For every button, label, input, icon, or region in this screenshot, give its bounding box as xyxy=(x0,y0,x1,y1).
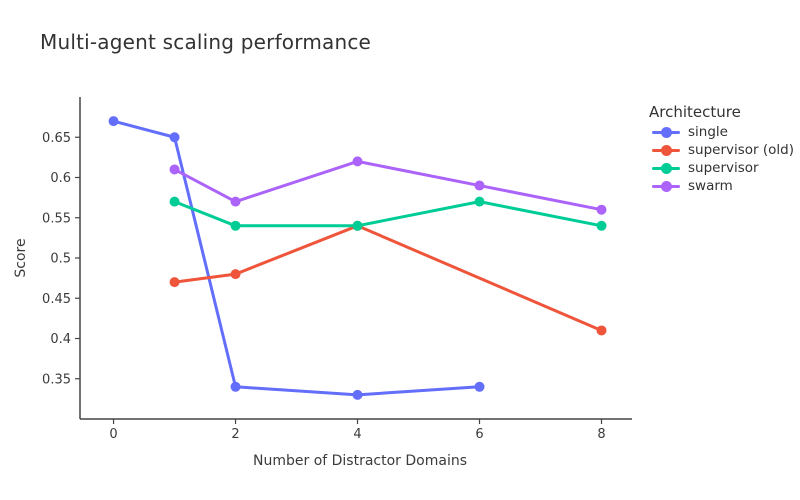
legend-item-supervisor-old-[interactable]: supervisor (old) xyxy=(652,141,794,159)
series-line-supervisor-old- xyxy=(173,224,604,332)
data-point[interactable] xyxy=(352,156,363,167)
data-point[interactable] xyxy=(169,164,180,175)
legend-item-label: supervisor (old) xyxy=(688,142,795,158)
y-tick-label: 0.35 xyxy=(42,372,71,387)
legend-dot-icon xyxy=(661,127,672,138)
legend-items: single supervisor (old) supervisor swarm xyxy=(649,123,794,195)
x-tick-label: 2 xyxy=(231,427,239,442)
data-point[interactable] xyxy=(230,220,241,231)
legend-item-label: single xyxy=(688,124,728,140)
data-point[interactable] xyxy=(169,277,180,288)
data-point[interactable] xyxy=(169,132,180,143)
data-point[interactable] xyxy=(352,389,363,400)
legend: Architecture single supervisor (old) super… xyxy=(649,103,794,195)
legend-swatch-icon xyxy=(652,144,680,156)
legend-title: Architecture xyxy=(649,103,741,121)
legend-item-label: supervisor xyxy=(688,160,759,176)
data-point[interactable] xyxy=(474,381,485,392)
legend-swatch-icon xyxy=(652,126,680,138)
y-tick-label: 0.45 xyxy=(42,292,71,307)
x-tick-label: 4 xyxy=(353,427,361,442)
legend-item-label: swarm xyxy=(688,178,733,194)
chart-title: Multi-agent scaling performance xyxy=(40,30,372,54)
data-point[interactable] xyxy=(596,325,607,336)
y-tick-label: 0.55 xyxy=(42,211,71,226)
data-point[interactable] xyxy=(169,196,180,207)
legend-dot-icon xyxy=(661,145,672,156)
legend-dot-icon xyxy=(661,181,672,192)
legend-dot-icon xyxy=(661,163,672,174)
legend-swatch-icon xyxy=(652,162,680,174)
y-axis-title: Score xyxy=(13,238,29,277)
legend-item-supervisor[interactable]: supervisor xyxy=(652,159,794,177)
data-point[interactable] xyxy=(474,196,485,207)
series-line-single xyxy=(112,119,482,397)
data-point[interactable] xyxy=(230,269,241,280)
x-tick-label: 8 xyxy=(597,427,605,442)
y-tick-label: 0.6 xyxy=(50,171,71,186)
data-point[interactable] xyxy=(352,220,363,231)
data-point[interactable] xyxy=(108,116,119,127)
legend-item-swarm[interactable]: swarm xyxy=(652,177,794,195)
y-tick-label: 0.5 xyxy=(50,252,71,267)
data-point[interactable] xyxy=(474,180,485,191)
data-point[interactable] xyxy=(230,196,241,207)
y-tick-label: 0.65 xyxy=(42,131,71,146)
x-tick-label: 6 xyxy=(475,427,483,442)
y-tick-label: 0.4 xyxy=(50,332,71,347)
data-point[interactable] xyxy=(230,381,241,392)
legend-item-single[interactable]: single xyxy=(652,123,794,141)
data-point[interactable] xyxy=(596,220,607,231)
x-axis-title: Number of Distractor Domains xyxy=(253,453,467,469)
data-point[interactable] xyxy=(596,204,607,215)
legend-swatch-icon xyxy=(652,180,680,192)
x-tick-label: 0 xyxy=(109,427,117,442)
